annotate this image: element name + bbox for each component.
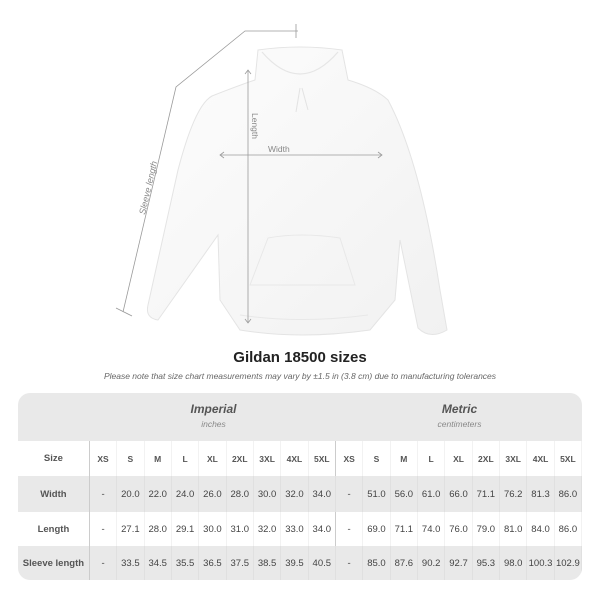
row-label: Length (18, 512, 90, 546)
imperial-cell: L (172, 441, 200, 476)
imperial-cell: 35.5 (172, 546, 200, 580)
imperial-unit: inches (201, 419, 226, 429)
metric-cell: 98.0 (500, 546, 528, 580)
imperial-cell: 32.0 (281, 476, 309, 512)
metric-group: Metric centimeters (337, 402, 582, 429)
metric-cell: 86.0 (555, 512, 582, 546)
imperial-cell: S (117, 441, 145, 476)
metric-cell: 100.3 (527, 546, 555, 580)
metric-cell: 90.2 (418, 546, 446, 580)
table-header: Imperial inches Metric centimeters (18, 393, 582, 441)
imperial-cell: M (145, 441, 172, 476)
metric-title: Metric (441, 402, 478, 416)
imperial-cell: 26.0 (199, 476, 227, 512)
chart-title: Gildan 18500 sizes (233, 349, 367, 366)
metric-cell: M (391, 441, 418, 476)
imperial-title: Imperial (190, 402, 237, 416)
imperial-cell: 33.0 (281, 512, 309, 546)
table-row-width: Width -20.0 22.0 24.0 26.0 28.0 30.0 32.0 34.0-5… (18, 476, 582, 512)
metric-cell: 66.0 (445, 476, 473, 512)
length-label: Length (250, 113, 260, 139)
metric-cell: 85.0 (363, 546, 391, 580)
metric-cell: 3XL (500, 441, 528, 476)
imperial-cell: 3XL (254, 441, 282, 476)
metric-cell: 87.6 (391, 546, 418, 580)
metric-cell: 76.2 (500, 476, 528, 512)
imperial-cell: 37.5 (227, 546, 254, 580)
metric-unit: centimeters (437, 419, 482, 429)
metric-cell: 84.0 (527, 512, 555, 546)
metric-cell: 56.0 (391, 476, 418, 512)
metric-cell: 51.0 (363, 476, 391, 512)
imperial-cell: - (90, 512, 118, 546)
metric-cell: XL (445, 441, 473, 476)
metric-cell: 76.0 (445, 512, 473, 546)
metric-cell: 79.0 (473, 512, 501, 546)
width-label: Width (268, 144, 290, 154)
metric-cell: 71.1 (391, 512, 418, 546)
metric-cell: 92.7 (445, 546, 473, 580)
measurement-lines (115, 24, 383, 324)
imperial-cell: 30.0 (254, 476, 282, 512)
imperial-group: Imperial inches (90, 402, 337, 429)
sleeve-length-label: Sleeve length (137, 160, 159, 215)
imperial-cell: XS (90, 441, 118, 476)
metric-cell: 71.1 (473, 476, 501, 512)
imperial-cell: 39.5 (281, 546, 309, 580)
imperial-cell: 33.5 (117, 546, 145, 580)
imperial-cell: 20.0 (117, 476, 145, 512)
table-row-sleeve-length: Sleeve length -33.5 34.5 35.5 36.5 37.5 38.5 39… (18, 546, 582, 580)
imperial-cell: XL (199, 441, 227, 476)
metric-cell: 2XL (473, 441, 501, 476)
metric-cell: 102.9 (555, 546, 582, 580)
table-row-length: Length -27.1 28.0 29.1 30.0 31.0 32.0 33.0 34.0-… (18, 512, 582, 546)
metric-cell: 61.0 (418, 476, 446, 512)
row-label: Size (18, 441, 90, 476)
metric-cell: - (336, 512, 364, 546)
imperial-cell: 29.1 (172, 512, 200, 546)
row-label: Width (18, 476, 90, 512)
metric-cell: - (336, 476, 364, 512)
imperial-cell: 36.5 (199, 546, 227, 580)
imperial-cell: 2XL (227, 441, 254, 476)
metric-cell: 74.0 (418, 512, 446, 546)
imperial-cell: 38.5 (254, 546, 282, 580)
imperial-cell: - (90, 546, 118, 580)
imperial-cell: 30.0 (199, 512, 227, 546)
imperial-cell: 28.0 (227, 476, 254, 512)
imperial-cell: 34.5 (145, 546, 172, 580)
imperial-cell: 40.5 (309, 546, 336, 580)
imperial-cell: - (90, 476, 118, 512)
metric-cell: 69.0 (363, 512, 391, 546)
size-header-row: Size XS S M L XL 2XL 3XL 4XL 5XL XS S M L XL 2XL 3XL 4XL 5… (18, 441, 582, 476)
metric-cell: S (363, 441, 391, 476)
imperial-cell: 32.0 (254, 512, 282, 546)
imperial-cell: 34.0 (309, 512, 336, 546)
imperial-cell: 24.0 (172, 476, 200, 512)
metric-cell: 81.0 (500, 512, 528, 546)
metric-cell: 86.0 (555, 476, 582, 512)
imperial-cell: 5XL (309, 441, 336, 476)
row-label: Sleeve length (18, 546, 90, 580)
hoodie-illustration: Sleeve length Length Width (115, 24, 448, 336)
imperial-cell: 22.0 (145, 476, 172, 512)
tolerance-note: Please note that size chart measurements… (103, 371, 497, 381)
metric-cell: - (336, 546, 364, 580)
imperial-cell: 28.0 (145, 512, 172, 546)
imperial-cell: 4XL (281, 441, 309, 476)
imperial-cell: 31.0 (227, 512, 254, 546)
metric-cell: 4XL (527, 441, 555, 476)
hoodie-shape (147, 46, 448, 336)
metric-cell: 95.3 (473, 546, 501, 580)
imperial-cell: 34.0 (309, 476, 336, 512)
metric-cell: XS (336, 441, 364, 476)
metric-cell: 81.3 (527, 476, 555, 512)
metric-cell: 5XL (555, 441, 582, 476)
metric-cell: L (418, 441, 446, 476)
imperial-cell: 27.1 (117, 512, 145, 546)
size-table: Imperial inches Metric centimeters Size X… (18, 393, 582, 580)
